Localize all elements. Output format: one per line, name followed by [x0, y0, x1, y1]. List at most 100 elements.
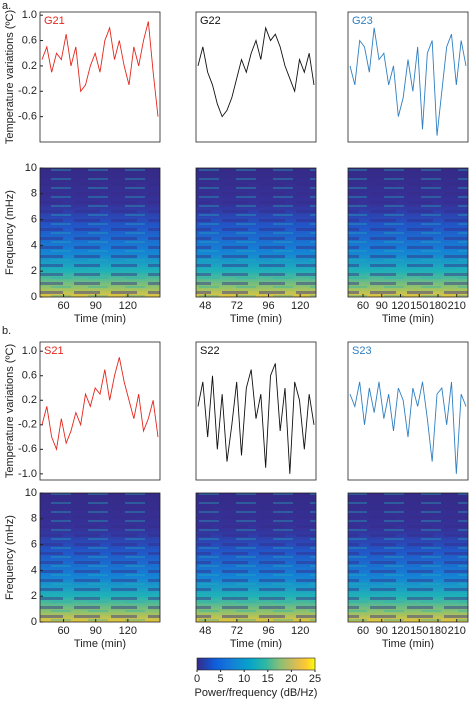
series-label: S23 [352, 345, 372, 357]
plot-frame [195, 11, 317, 143]
plot-frame [347, 167, 469, 298]
y-tick-label: 6 [31, 214, 37, 226]
temperature-line [349, 27, 467, 136]
y-tick-label: 2 [31, 590, 37, 602]
y-tick-label: -1.0 [18, 468, 37, 480]
colorbar-tick-label: 10 [238, 673, 250, 685]
x-axis-label: Time (min) [74, 313, 126, 325]
y-tick-label: -0.2 [18, 419, 37, 431]
plot-frame [39, 492, 161, 623]
y-tick-label: -0.2 [18, 85, 37, 97]
x-tick-label: 180 [429, 300, 447, 312]
x-tick-label: 150 [410, 625, 428, 637]
panel-label: a. [2, 0, 11, 12]
x-tick-label: 60 [357, 300, 369, 312]
colorbar-tick-label: 20 [285, 673, 297, 685]
temperature-line [41, 21, 159, 117]
spectrogram-texture [348, 493, 468, 622]
y-tick-label: -0.6 [18, 111, 37, 123]
temperature-line [41, 357, 159, 452]
x-tick-label: 120 [119, 625, 137, 637]
x-tick-label: 72 [231, 300, 243, 312]
x-tick-label: 120 [119, 300, 137, 312]
y-tick-label: 8 [31, 513, 37, 525]
plot-frame [347, 11, 469, 143]
series-label: G22 [200, 15, 221, 27]
plot-frame [39, 11, 161, 143]
x-tick-label: 150 [410, 300, 428, 312]
plot-frame [39, 341, 161, 481]
y-tick-label: -0.6 [18, 443, 37, 455]
y-tick-label: 0.2 [22, 60, 37, 72]
y-axis-label: Frequency (mHz) [4, 515, 16, 600]
x-tick-label: 48 [199, 300, 211, 312]
x-tick-label: 96 [262, 625, 274, 637]
x-tick-label: 96 [262, 300, 274, 312]
x-tick-label: 60 [357, 625, 369, 637]
y-tick-label: 0 [31, 291, 37, 303]
x-tick-label: 120 [391, 625, 409, 637]
y-tick-label: 4 [31, 564, 37, 576]
plot-frame [347, 341, 469, 481]
plot-frame [195, 341, 317, 481]
x-tick-label: 90 [90, 625, 102, 637]
plot-frame [195, 167, 317, 298]
spectrogram-texture [40, 168, 160, 297]
spectrogram-texture [348, 168, 468, 297]
colorbar-tick-label: 5 [218, 673, 224, 685]
y-tick-label: 1.0 [22, 345, 37, 357]
spectrogram-texture [196, 493, 316, 622]
x-tick-label: 90 [90, 300, 102, 312]
panel-label: b. [2, 325, 11, 337]
y-axis-label: Frequency (mHz) [4, 190, 16, 275]
y-tick-label: 4 [31, 239, 37, 251]
x-tick-label: 210 [448, 625, 466, 637]
temperature-line [349, 381, 467, 474]
x-tick-label: 120 [391, 300, 409, 312]
x-tick-label: 120 [291, 300, 309, 312]
x-tick-label: 90 [376, 625, 388, 637]
y-tick-label: 0.6 [22, 34, 37, 46]
x-tick-label: 120 [291, 625, 309, 637]
plot-frame [347, 492, 469, 623]
x-axis-label: Time (min) [230, 638, 282, 650]
x-axis-label: Time (min) [382, 313, 434, 325]
x-axis-label: Time (min) [74, 638, 126, 650]
colorbar-label: Power/frequency (dB/Hz) [195, 687, 318, 699]
temperature-line [197, 363, 315, 474]
y-axis-label: Temperature variations (ºC) [4, 10, 16, 144]
y-tick-label: 0.2 [22, 394, 37, 406]
series-label: S22 [200, 345, 220, 357]
y-tick-label: 10 [25, 162, 37, 174]
y-tick-label: 0.6 [22, 370, 37, 382]
y-tick-label: 2 [31, 265, 37, 277]
spectrogram-texture [196, 168, 316, 297]
plot-frame [195, 492, 317, 623]
x-tick-label: 180 [429, 625, 447, 637]
x-axis-label: Time (min) [230, 313, 282, 325]
x-tick-label: 210 [448, 300, 466, 312]
x-tick-label: 90 [376, 300, 388, 312]
y-tick-label: 10 [25, 487, 37, 499]
colorbar-tick-label: 25 [309, 673, 321, 685]
y-tick-label: 0 [31, 616, 37, 628]
series-label: G21 [44, 15, 65, 27]
y-tick-label: 6 [31, 539, 37, 551]
y-axis-label: Temperature variations (ºC) [4, 344, 16, 478]
x-axis-label: Time (min) [382, 638, 434, 650]
y-tick-label: 1.0 [22, 9, 37, 21]
plot-frame [39, 167, 161, 298]
y-tick-label: 8 [31, 188, 37, 200]
series-label: S21 [44, 345, 64, 357]
temperature-line [197, 26, 315, 118]
colorbar-tick-label: 15 [262, 673, 274, 685]
x-tick-label: 72 [231, 625, 243, 637]
spectrogram-texture [40, 493, 160, 622]
x-tick-label: 48 [199, 625, 211, 637]
x-tick-label: 60 [57, 300, 69, 312]
colorbar [196, 657, 316, 671]
x-tick-label: 60 [57, 625, 69, 637]
colorbar-tick-label: 0 [194, 673, 200, 685]
